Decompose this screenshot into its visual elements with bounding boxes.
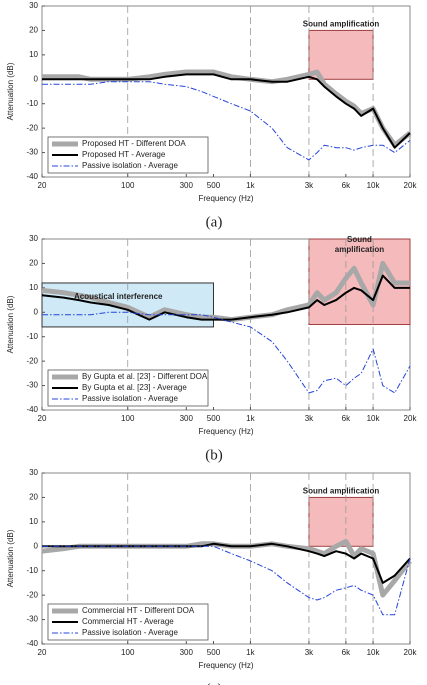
region-label: amplification (335, 245, 384, 254)
x-tick-label: 100 (121, 181, 135, 190)
x-tick-label: 1k (246, 648, 255, 657)
y-tick-label: 0 (34, 74, 39, 83)
x-axis-label: Frequency (Hz) (198, 194, 253, 203)
x-tick-label: 3k (305, 414, 314, 423)
x-tick-label: 20k (404, 648, 418, 657)
series-line (41, 274, 410, 321)
x-tick-label: 6k (342, 648, 351, 657)
series-line (42, 73, 411, 149)
x-tick-label: 20 (38, 414, 47, 423)
x-tick-label: 6k (342, 181, 351, 190)
series-line (42, 545, 411, 616)
y-tick-label: 30 (29, 1, 38, 10)
x-tick-label: 20 (38, 181, 47, 190)
y-tick-label: 30 (29, 468, 38, 477)
legend-label: Commercial HT - Different DOA (82, 606, 195, 615)
series-line (42, 311, 411, 394)
legend-label: Proposed HT - Average (82, 150, 166, 159)
x-tick-label: 10k (367, 181, 381, 190)
series-line (42, 81, 411, 161)
y-tick-label: 10 (29, 517, 38, 526)
x-tick-label: 10k (367, 648, 381, 657)
region-label: Sound (347, 235, 372, 244)
y-axis-label: Attenuation (dB) (6, 295, 15, 353)
x-tick-label: 20k (404, 414, 418, 423)
x-tick-label: 500 (207, 414, 221, 423)
y-tick-label: -10 (26, 99, 38, 108)
y-tick-label: -40 (26, 405, 38, 414)
x-tick-label: 20k (404, 181, 418, 190)
y-tick-label: 20 (29, 493, 38, 502)
legend-label: Passive isolation - Average (82, 161, 178, 170)
y-tick-label: -20 (26, 590, 38, 599)
y-axis-label: Attenuation (dB) (6, 62, 15, 120)
x-tick-label: 10k (367, 414, 381, 423)
y-tick-label: -30 (26, 148, 38, 157)
x-tick-label: 1k (246, 414, 255, 423)
region-label: Sound amplification (303, 20, 380, 29)
caption: (b) (205, 447, 223, 463)
y-tick-label: -40 (26, 172, 38, 181)
x-tick-label: 6k (342, 414, 351, 423)
x-axis-label: Frequency (Hz) (198, 661, 253, 670)
y-tick-label: -40 (26, 639, 38, 648)
y-tick-label: -10 (26, 332, 38, 341)
legend-label: Commercial HT - Average (82, 617, 174, 626)
y-tick-label: 20 (29, 259, 38, 268)
legend-label: By Gupta et al. [23] - Different DOA (82, 372, 208, 381)
legend-label: By Gupta et al. [23] - Average (82, 383, 187, 392)
highlight-region (308, 496, 374, 547)
caption: (c) (206, 681, 223, 685)
x-tick-label: 20 (38, 648, 47, 657)
y-tick-label: -20 (26, 123, 38, 132)
region-label: Acoustical interference (74, 292, 163, 301)
y-tick-label: 30 (29, 234, 38, 243)
y-tick-label: 20 (29, 26, 38, 35)
y-tick-label: 10 (29, 50, 38, 59)
x-tick-label: 3k (305, 181, 314, 190)
y-tick-label: -10 (26, 566, 38, 575)
y-tick-label: 0 (34, 307, 39, 316)
legend-label: Passive isolation - Average (82, 394, 178, 403)
y-tick-label: 0 (34, 541, 39, 550)
region-label: Sound amplification (303, 487, 380, 496)
legend-label: Passive isolation - Average (82, 628, 178, 637)
x-tick-label: 300 (180, 181, 194, 190)
x-tick-label: 100 (121, 648, 135, 657)
x-axis-label: Frequency (Hz) (198, 427, 253, 436)
caption: (a) (206, 214, 223, 230)
legend-label: Proposed HT - Different DOA (82, 139, 186, 148)
y-tick-label: 10 (29, 283, 38, 292)
y-tick-label: -20 (26, 356, 38, 365)
highlight-region (308, 29, 374, 80)
x-tick-label: 3k (305, 648, 314, 657)
x-tick-label: 100 (121, 414, 135, 423)
x-tick-label: 500 (207, 648, 221, 657)
y-tick-label: -30 (26, 381, 38, 390)
x-tick-label: 300 (180, 648, 194, 657)
x-tick-label: 500 (207, 181, 221, 190)
y-tick-label: -30 (26, 615, 38, 624)
x-tick-label: 300 (180, 414, 194, 423)
x-tick-label: 1k (246, 181, 255, 190)
y-axis-label: Attenuation (dB) (6, 529, 15, 587)
